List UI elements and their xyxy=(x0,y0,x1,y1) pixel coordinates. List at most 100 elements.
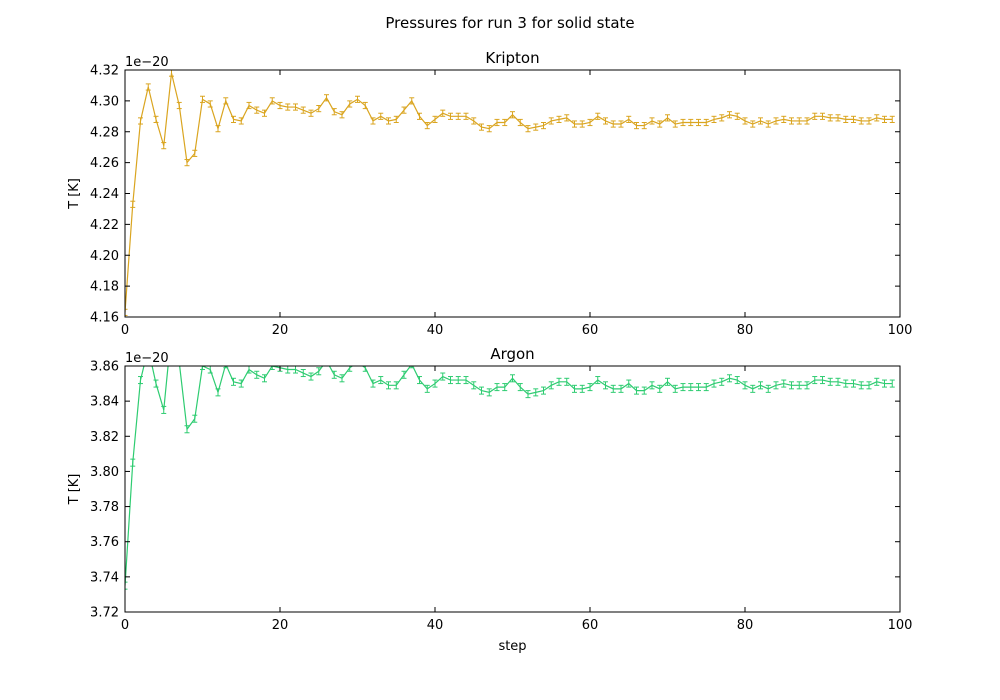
data-point xyxy=(672,384,678,393)
data-point xyxy=(804,381,810,390)
data-point xyxy=(486,388,492,397)
data-point xyxy=(254,370,260,379)
data-point xyxy=(835,114,841,122)
data-point xyxy=(812,376,818,385)
data-point xyxy=(207,366,213,374)
data-point xyxy=(665,114,670,122)
data-point xyxy=(393,115,399,123)
data-point xyxy=(548,381,554,390)
data-point xyxy=(262,374,267,383)
data-point xyxy=(789,117,794,125)
data-point xyxy=(308,109,314,117)
data-point xyxy=(587,383,593,392)
data-point xyxy=(804,117,810,125)
y-tick-label: 3.82 xyxy=(90,430,119,445)
y-axis-label: T [K] xyxy=(67,178,82,210)
data-point xyxy=(719,114,725,122)
y-tick-label: 4.24 xyxy=(90,187,119,202)
y-tick-label: 3.80 xyxy=(90,465,119,480)
x-tick-label: 80 xyxy=(737,323,754,338)
data-point xyxy=(626,379,632,388)
data-point xyxy=(882,379,887,388)
data-point xyxy=(556,377,562,386)
x-tick-label: 60 xyxy=(582,618,599,633)
data-point xyxy=(471,117,477,125)
data-point xyxy=(223,366,229,369)
data-point xyxy=(409,366,415,369)
data-point xyxy=(440,372,446,381)
data-point xyxy=(207,100,213,108)
data-point xyxy=(393,381,399,390)
y-tick-label: 4.32 xyxy=(90,64,119,79)
data-point xyxy=(169,70,174,77)
data-point xyxy=(719,377,725,386)
y-tick-label: 4.28 xyxy=(90,125,119,140)
data-point xyxy=(215,388,221,397)
data-point xyxy=(471,381,477,390)
y-tick-label: 4.18 xyxy=(90,280,119,295)
data-point xyxy=(231,377,236,386)
data-point xyxy=(649,117,655,125)
data-point xyxy=(238,117,244,125)
data-point xyxy=(727,374,732,383)
data-point xyxy=(789,381,794,390)
data-point xyxy=(696,118,701,127)
data-point xyxy=(835,377,841,386)
data-point xyxy=(145,83,151,91)
data-point xyxy=(765,384,771,393)
data-point xyxy=(510,111,515,119)
data-point xyxy=(820,112,825,120)
data-point xyxy=(285,103,291,111)
data-point xyxy=(231,115,236,123)
data-point xyxy=(820,376,825,385)
data-point xyxy=(409,97,415,105)
data-point xyxy=(331,370,337,379)
data-point xyxy=(711,379,717,388)
data-point xyxy=(494,118,500,127)
data-point xyxy=(246,366,252,374)
data-point xyxy=(750,384,756,393)
data-point xyxy=(773,381,779,390)
data-point xyxy=(432,379,438,388)
data-point xyxy=(858,117,864,125)
data-point xyxy=(579,384,585,393)
data-point xyxy=(541,121,546,130)
x-tick-label: 40 xyxy=(427,323,444,338)
x-tick-label: 0 xyxy=(121,323,129,338)
data-point xyxy=(796,381,802,390)
data-point xyxy=(355,95,360,103)
data-point xyxy=(634,121,639,130)
data-point xyxy=(533,123,539,131)
data-point xyxy=(215,125,221,133)
data-point xyxy=(370,117,376,125)
data-point xyxy=(851,115,856,123)
data-point xyxy=(634,386,639,395)
data-point xyxy=(200,366,205,371)
data-point xyxy=(703,383,709,392)
data-point xyxy=(758,381,763,390)
data-point xyxy=(479,386,484,395)
y-offset-text: 1e−20 xyxy=(125,351,169,366)
data-point xyxy=(758,117,763,125)
data-point xyxy=(293,103,298,111)
x-tick-label: 80 xyxy=(737,618,754,633)
data-point xyxy=(184,425,190,434)
data-point xyxy=(455,112,461,120)
x-tick-label: 20 xyxy=(272,618,289,633)
y-axis-label: T [K] xyxy=(67,474,82,506)
data-point xyxy=(362,366,368,372)
data-point xyxy=(541,386,546,395)
data-point xyxy=(316,105,322,113)
y-tick-label: 4.20 xyxy=(90,249,119,264)
data-point xyxy=(564,114,570,122)
data-point xyxy=(773,117,779,125)
data-point xyxy=(796,117,802,125)
data-point xyxy=(517,383,523,392)
plot-frame xyxy=(124,365,901,613)
y-tick-label: 3.84 xyxy=(90,395,119,410)
data-point xyxy=(153,115,159,123)
data-point xyxy=(703,118,709,127)
data-point xyxy=(595,112,601,120)
data-point xyxy=(269,366,275,371)
data-point xyxy=(125,308,128,316)
